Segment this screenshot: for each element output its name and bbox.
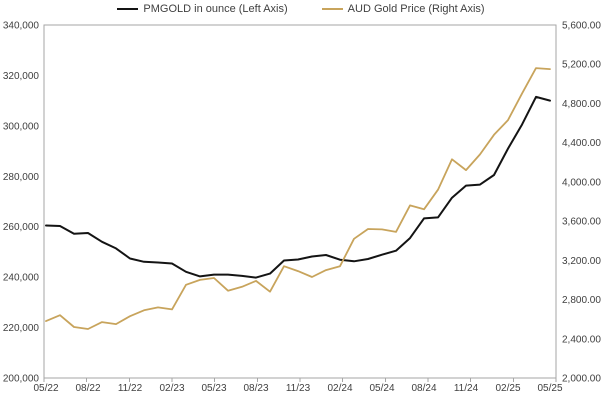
x-axis-tick-label: 11/22 (118, 383, 143, 394)
x-axis-tick-label: 05/22 (33, 383, 58, 394)
legend-label-pmgold: PMGOLD in ounce (Left Axis) (143, 3, 288, 15)
aud-gold-line-swatch (321, 8, 343, 10)
y-axis-right-tick-label: 2,000.00 (562, 374, 601, 385)
y-axis-right-tick-label: 5,600.00 (562, 21, 601, 32)
y-axis-left-tick-label: 300,000 (3, 121, 40, 132)
x-axis-tick-label: 08/24 (411, 383, 436, 394)
y-axis-left-tick-label: 240,000 (3, 273, 40, 284)
aud-gold-series-line (45, 67, 551, 330)
legend: PMGOLD in ounce (Left Axis) AUD Gold Pri… (0, 3, 602, 15)
x-axis-tick-label: 05/24 (369, 383, 394, 394)
pmgold-line-swatch (117, 8, 139, 10)
y-axis-left-tick-label: 220,000 (3, 323, 40, 334)
y-axis-right-tick-label: 4,000.00 (562, 177, 601, 188)
x-axis-tick-label: 08/22 (75, 383, 100, 394)
x-axis-tick-label: 02/24 (327, 383, 352, 394)
x-axis-tick-label: 08/23 (243, 383, 268, 394)
x-axis-tick-label: 02/25 (495, 383, 520, 394)
y-axis-left-tick-label: 260,000 (3, 222, 40, 233)
y-axis-right-tick-label: 2,400.00 (562, 334, 601, 345)
legend-item-aud-gold: AUD Gold Price (Right Axis) (321, 3, 485, 15)
x-axis-tick-label: 05/23 (201, 383, 226, 394)
plot-border (43, 24, 557, 379)
x-axis-tick-label: 02/23 (159, 383, 184, 394)
x-axis-tick-label: 11/24 (454, 383, 479, 394)
y-axis-left-tick-label: 280,000 (3, 172, 40, 183)
y-axis-right-tick-label: 5,200.00 (562, 60, 601, 71)
y-axis-right-tick-label: 3,600.00 (562, 217, 601, 228)
y-axis-left-tick-label: 340,000 (3, 21, 40, 32)
y-axis-right-tick-label: 4,800.00 (562, 99, 601, 110)
y-axis-left-tick-label: 200,000 (3, 374, 40, 385)
pmgold-series-line (45, 95, 551, 279)
x-axis-tick-label: 05/25 (537, 383, 562, 394)
x-axis-tick-label: 11/23 (286, 383, 311, 394)
y-axis-right-tick-label: 4,400.00 (562, 138, 601, 149)
y-axis-right-tick-label: 2,800.00 (562, 295, 601, 306)
legend-label-aud-gold: AUD Gold Price (Right Axis) (347, 3, 485, 15)
legend-item-pmgold: PMGOLD in ounce (Left Axis) (117, 3, 288, 15)
y-axis-left-tick-label: 320,000 (3, 71, 40, 82)
y-axis-right-tick-label: 3,200.00 (562, 256, 601, 267)
